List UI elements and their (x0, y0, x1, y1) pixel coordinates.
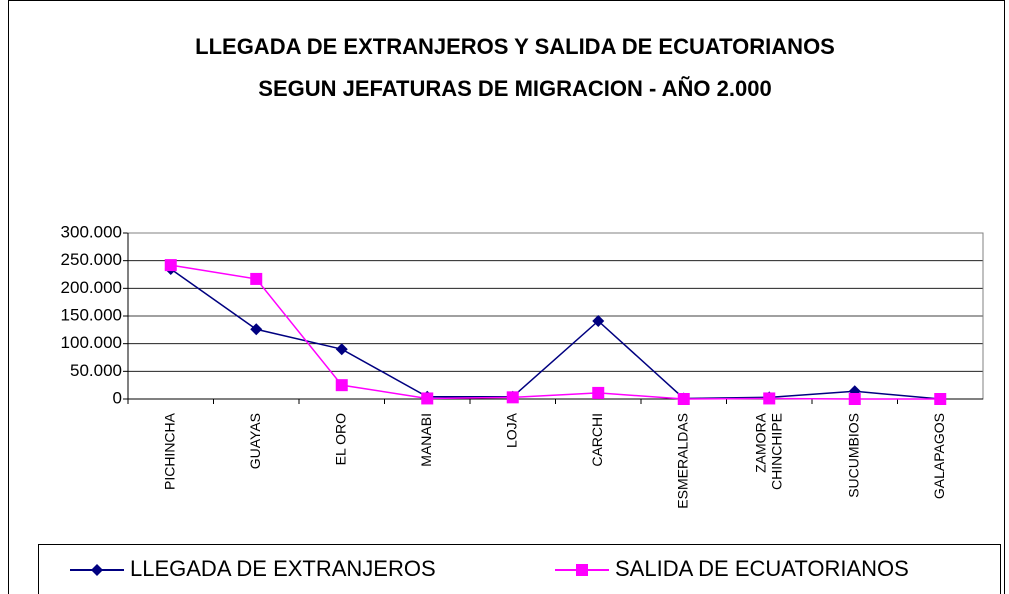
legend-box (38, 544, 1001, 594)
x-tick-label: EL ORO (332, 413, 348, 465)
chart-title: LLEGADA DE EXTRANJEROS Y SALIDA DE ECUAT… (195, 34, 835, 59)
y-tick-label: 250.000 (61, 250, 122, 269)
chart-border (8, 0, 1005, 594)
y-tick-label: 50.000 (70, 361, 122, 380)
x-tick-label: CARCHI (589, 413, 605, 467)
x-tick-label: PICHINCHA (161, 412, 177, 490)
point (421, 392, 434, 405)
legend-label: SALIDA DE ECUATORIANOS (615, 556, 909, 581)
point (763, 392, 776, 405)
point (592, 314, 605, 327)
point (592, 386, 605, 399)
series-line (170, 264, 941, 400)
point (250, 323, 263, 336)
point (677, 393, 690, 405)
y-tick-label: 100.000 (61, 333, 122, 352)
point (506, 391, 519, 404)
point (250, 272, 263, 285)
point (934, 393, 947, 405)
point (335, 343, 348, 356)
x-tick-label: SUCUMBIOS (845, 413, 861, 498)
point (576, 564, 588, 576)
legend-label: LLEGADA DE EXTRANJEROS (130, 556, 436, 581)
chart-title: SEGUN JEFATURAS DE MIGRACION - AÑO 2.000 (258, 76, 771, 101)
point (164, 259, 177, 272)
point (848, 393, 861, 405)
x-tick-label: LOJA (503, 412, 519, 448)
series-line (170, 268, 941, 400)
x-tick-label: MANABI (418, 413, 434, 467)
y-tick-label: 200.000 (61, 278, 122, 297)
y-tick-label: 300.000 (61, 222, 122, 241)
point (335, 379, 348, 392)
x-tick-label-line: CHINCHIPE (768, 413, 784, 490)
point (91, 564, 103, 576)
x-tick-label-line: ZAMORA (752, 412, 768, 473)
x-tick-label: GALAPAGOS (931, 413, 947, 499)
x-tick-label: ZAMORACHINCHIPE (752, 412, 784, 490)
x-tick-label: ESMERALDAS (674, 413, 690, 509)
y-tick-label: 150.000 (61, 305, 122, 324)
x-tick-label: GUAYAS (247, 413, 263, 469)
y-tick-label: 0 (113, 388, 122, 407)
